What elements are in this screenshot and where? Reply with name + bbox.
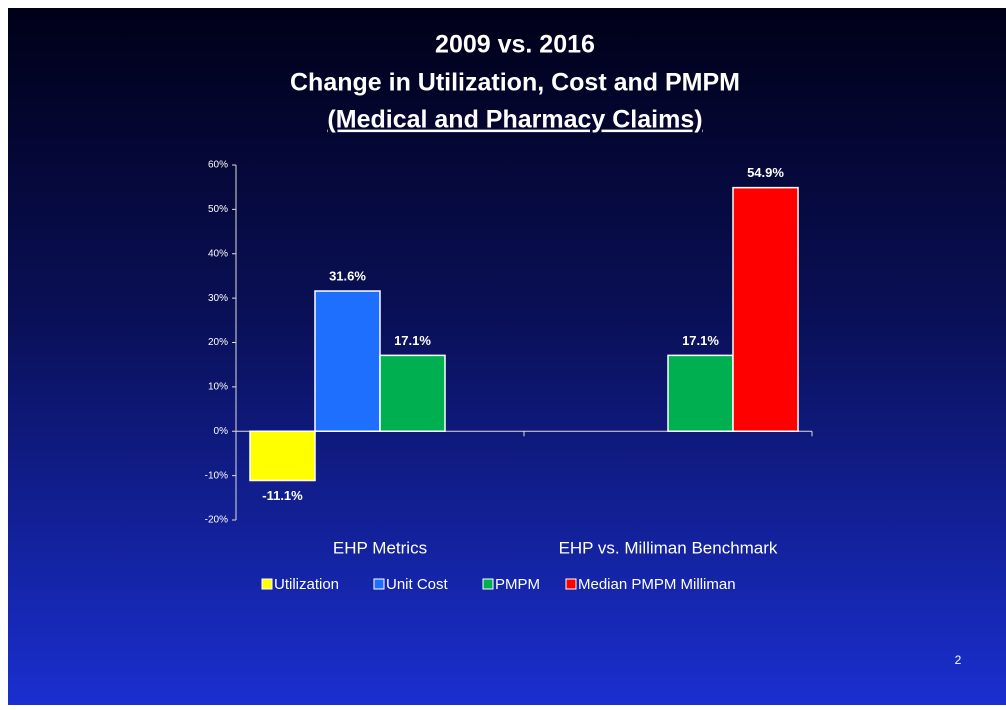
data-label: 17.1% (682, 333, 719, 348)
legend-swatch (482, 578, 494, 590)
legend-label: Unit Cost (386, 576, 449, 593)
chart-subtitle: (Medical and Pharmacy Claims) (327, 106, 702, 134)
data-label: -11.1% (262, 488, 303, 503)
y-tick-label: 40% (208, 248, 228, 259)
legend-swatch (261, 578, 273, 590)
y-tick-label: 60% (208, 160, 228, 171)
y-tick-label: 20% (208, 337, 228, 348)
legend-swatch (373, 578, 385, 590)
y-tick-label: 0% (214, 426, 229, 437)
y-tick-label: -20% (205, 515, 228, 526)
data-label: 54.9% (747, 165, 784, 180)
data-label: 17.1% (394, 333, 431, 348)
bar (732, 186, 799, 432)
y-tick-label: 10% (208, 382, 228, 393)
legend-label: Median PMPM Milliman (578, 576, 736, 593)
chart-title: Change in Utilization, Cost and PMPM (290, 69, 740, 97)
data-label: 31.6% (329, 268, 366, 283)
y-tick-label: 50% (208, 204, 228, 215)
slide-background (8, 8, 1006, 705)
bar (667, 354, 734, 432)
chart-title: 2009 vs. 2016 (435, 31, 595, 59)
bar (314, 290, 381, 432)
legend-label: Utilization (274, 576, 339, 593)
x-tick-label: EHP vs. Milliman Benchmark (559, 538, 778, 557)
bar (249, 430, 316, 482)
y-tick-label: 30% (208, 293, 228, 304)
legend-swatch (565, 578, 577, 590)
legend-label: PMPM (495, 576, 540, 593)
bar (379, 354, 446, 432)
page-number: 2 (955, 653, 962, 667)
x-tick-label: EHP Metrics (333, 538, 427, 557)
y-tick-label: -10% (205, 470, 228, 481)
